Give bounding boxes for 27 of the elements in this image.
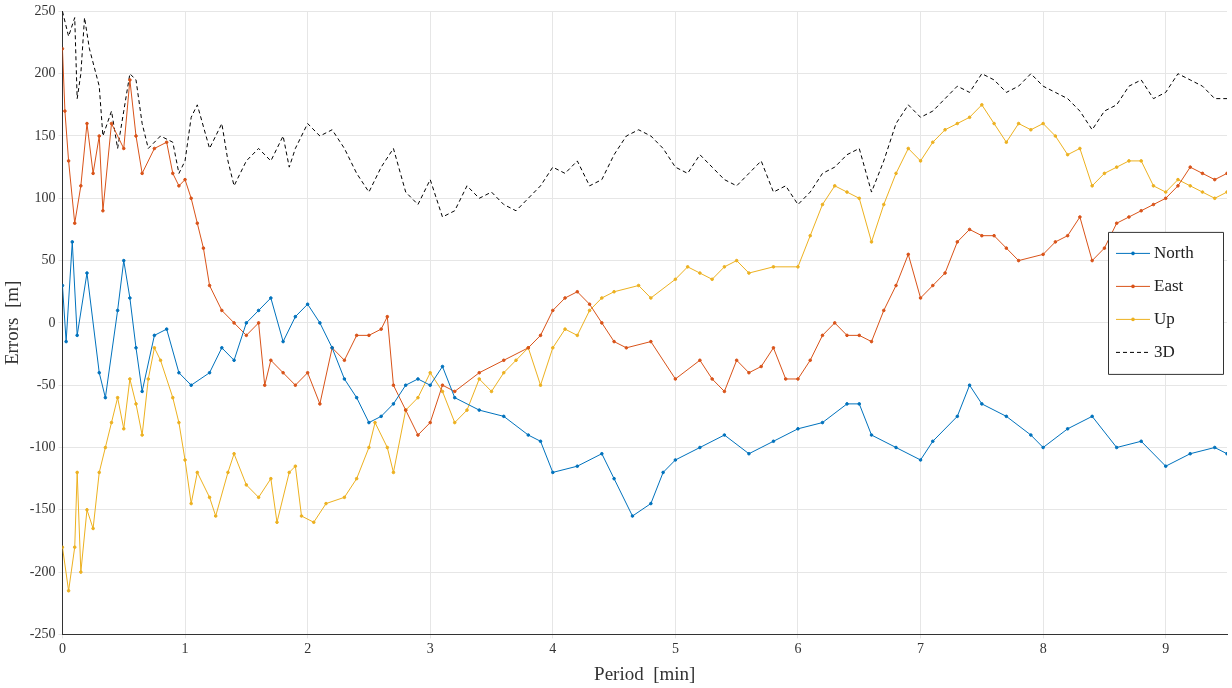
- y-tick-label: 150: [34, 127, 56, 143]
- x-tick-label: 3: [426, 641, 434, 657]
- legend-label: Up: [1154, 308, 1175, 328]
- y-tick-label: -150: [29, 501, 56, 517]
- x-tick-label: 9: [1162, 641, 1170, 657]
- y-tick-label: 100: [34, 189, 56, 205]
- x-tick-label: 0: [58, 641, 66, 657]
- x-tick-label: 4: [549, 641, 557, 657]
- x-tick-label: 2: [304, 641, 312, 657]
- x-tick-label: 6: [794, 641, 802, 657]
- legend-label: 3D: [1154, 341, 1175, 361]
- y-tick-label: 0: [48, 314, 56, 330]
- x-axis-title: Period [min]: [594, 662, 696, 684]
- y-tick-label: -200: [29, 563, 56, 579]
- legend-label: North: [1154, 242, 1195, 262]
- y-tick-label: 250: [34, 3, 56, 19]
- y-tick-label: -50: [36, 376, 56, 392]
- legend-label: East: [1154, 275, 1184, 295]
- y-tick-label: -100: [29, 439, 56, 455]
- x-tick-label: 1: [181, 641, 189, 657]
- y-tick-label: -250: [29, 626, 56, 642]
- y-tick-label: 50: [41, 252, 56, 268]
- y-tick-label: 200: [34, 65, 56, 81]
- x-tick-label: 7: [917, 641, 925, 657]
- x-tick-label: 5: [671, 641, 679, 657]
- x-tick-label: 8: [1039, 641, 1047, 657]
- y-axis-title: Errors [m]: [1, 280, 23, 366]
